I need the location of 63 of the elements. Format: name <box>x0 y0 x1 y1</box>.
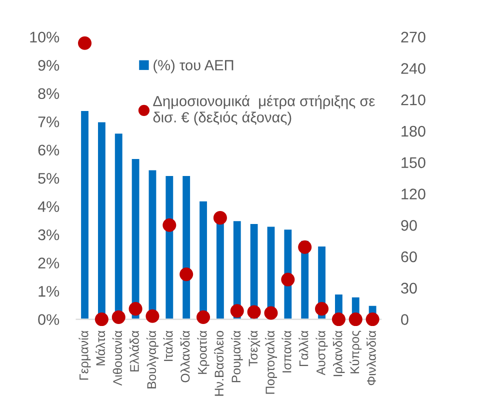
y2-tick-label: 60 <box>401 251 417 262</box>
x-tick-label: Ολλανδία <box>180 330 190 382</box>
point <box>78 36 92 50</box>
y-tick-label: 8% <box>38 88 60 100</box>
point <box>298 240 312 254</box>
bar <box>130 158 141 320</box>
point <box>366 312 380 326</box>
x-tick-label: Ρουμανία <box>231 330 243 382</box>
y2-tick-label: 180 <box>402 126 426 137</box>
point <box>264 306 278 320</box>
y-tick-label: 5% <box>38 173 60 184</box>
point <box>213 211 227 225</box>
x-tick-label: Ην.Βασίλειο <box>214 330 224 396</box>
x-tick-label: Ισπανία <box>282 330 292 372</box>
bar <box>164 174 175 320</box>
x-tick-label: Ιταλία <box>163 330 173 361</box>
x-tick-label: Τσεχία <box>248 330 260 366</box>
x-tick-label: Κύπρος <box>350 330 362 374</box>
y-tick-label: 2% <box>38 258 60 268</box>
point <box>281 272 295 286</box>
point <box>94 312 108 326</box>
y2-tick-label: 150 <box>402 157 426 168</box>
x-tick-label: Γαλλία <box>298 330 308 366</box>
y-tick-label: 4% <box>38 201 60 212</box>
y-tick-label: 3% <box>38 229 60 240</box>
y-tick-label: 6% <box>38 144 60 156</box>
point <box>332 312 346 326</box>
y2-tick-label: 240 <box>401 63 426 74</box>
y2-tick-label: 120 <box>402 188 426 200</box>
point <box>128 302 142 316</box>
legend-label: Δημοσιονομικά μέτρα στήριξης σε δισ. € (δεξιός άξονας) <box>153 95 375 126</box>
x-tick-label: Ελλάδα <box>129 330 139 372</box>
y2-tick-label: 210 <box>401 94 426 106</box>
point <box>247 305 261 319</box>
point <box>230 304 244 318</box>
point <box>162 218 176 232</box>
point <box>146 309 160 323</box>
y2-tick-label: 30 <box>401 282 417 294</box>
x-tick-label: Λιθουανία <box>112 330 122 386</box>
y-tick-label: 7% <box>38 116 60 128</box>
y2-tick-label: 0 <box>401 314 408 325</box>
point <box>196 310 210 324</box>
x-tick-label: Αυστρία <box>316 330 328 376</box>
point <box>315 302 329 316</box>
x-tick-label: Κροατία <box>197 330 210 374</box>
bar <box>181 174 192 320</box>
x-tick-label: Φινλανδία <box>366 330 376 386</box>
y-tick-label: 9% <box>38 60 60 71</box>
legend-label: (%) του ΑΕΠ <box>154 60 234 74</box>
point <box>180 268 194 282</box>
x-tick-label: Μάλτα <box>96 330 106 366</box>
bar <box>80 110 90 320</box>
y2-tick-label: 90 <box>401 220 417 231</box>
point <box>112 310 126 324</box>
y-tick-label: 1% <box>38 286 60 297</box>
x-tick-label: Ιρλανδία <box>332 330 345 376</box>
x-tick-label: Βουλγαρία <box>146 330 158 388</box>
y-tick-label: 10% <box>30 32 60 43</box>
x-tick-label: Γερμανία <box>78 330 91 380</box>
y2-tick-label: 270 <box>401 32 426 43</box>
y-tick-label: 0% <box>38 314 60 325</box>
x-tick-label: Πορτογαλία <box>264 330 277 394</box>
point <box>348 312 362 326</box>
